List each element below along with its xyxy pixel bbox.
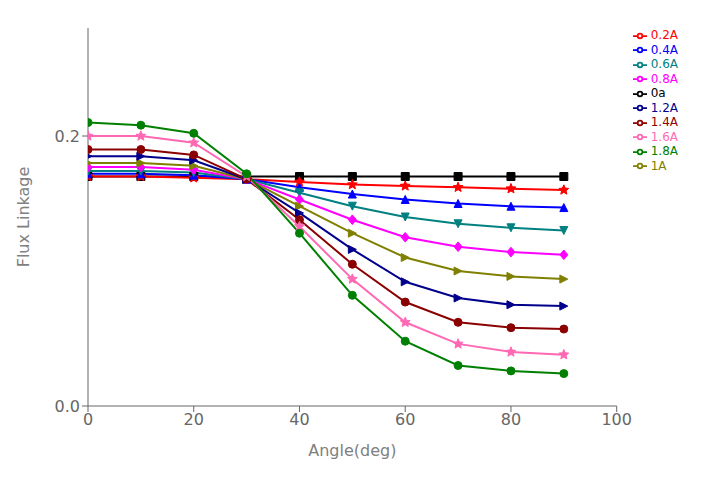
html-text:1A: 1A bbox=[650, 158, 667, 173]
html-text:0.8A: 0.8A bbox=[650, 71, 678, 86]
html-text:0.6A: 0.6A bbox=[650, 57, 678, 71]
html-text:1.6A: 1.6A bbox=[650, 129, 678, 144]
svg-text:Flux Linkage: Flux Linkage bbox=[14, 167, 33, 268]
svg-text:0: 0 bbox=[83, 410, 93, 429]
html-text:1.2A: 1.2A bbox=[650, 100, 678, 115]
svg-text:60: 60 bbox=[395, 410, 415, 429]
svg-text:Angle(deg): Angle(deg) bbox=[308, 441, 396, 460]
html-text:0.2A: 0.2A bbox=[650, 28, 678, 42]
svg-text:100: 100 bbox=[601, 410, 632, 429]
svg-text:0.2: 0.2 bbox=[55, 127, 80, 146]
html-text:1.4A: 1.4A bbox=[650, 115, 678, 129]
html-text:0a: 0a bbox=[650, 86, 666, 100]
svg-text:40: 40 bbox=[289, 410, 309, 429]
svg-text:0.0: 0.0 bbox=[55, 397, 80, 416]
html-text:0.4A: 0.4A bbox=[650, 42, 678, 57]
svg-text:80: 80 bbox=[501, 410, 521, 429]
html-text:1.8A: 1.8A bbox=[650, 144, 678, 158]
svg-text:20: 20 bbox=[184, 410, 204, 429]
